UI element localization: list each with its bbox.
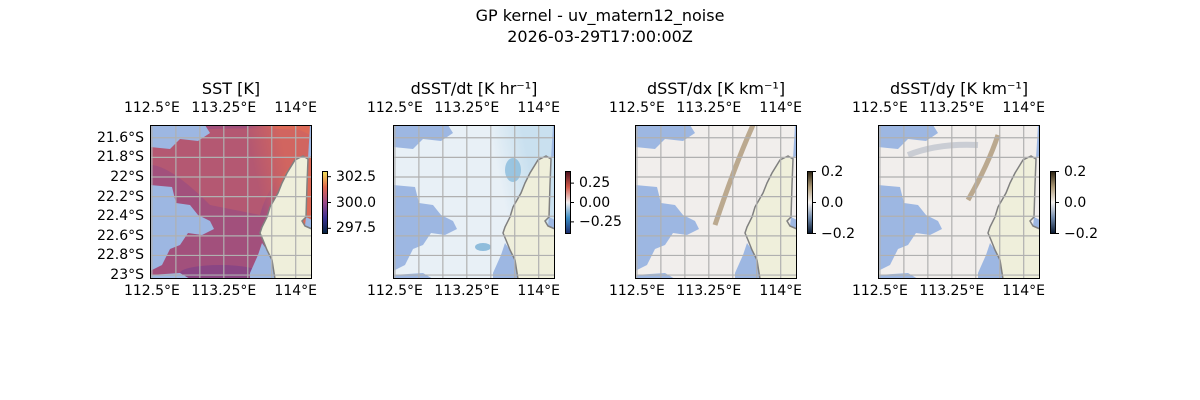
missing-data-region [735,243,760,279]
lon-tick-label-top: 113.25°E [919,100,985,116]
colorbar-tick-label: 0.0 [1064,194,1087,211]
lon-tick-label-top: 112.5°E [366,100,423,116]
map-panel [150,125,312,279]
missing-data-region [150,125,210,149]
lon-tick-label-bottom: 112.5°E [123,283,180,299]
panel-title: SST [K] [201,79,261,98]
map-frame [150,125,312,279]
colorbar-tick-label: 300.0 [336,194,377,211]
colorbar-tick-label: 0.25 [579,175,611,192]
map-panel [393,125,555,279]
land-coastline [259,155,312,279]
land-coastline [987,155,1040,279]
tendency-feature [505,158,521,182]
colorbar [322,171,331,234]
lon-tick-label-top: 114°E [759,100,802,116]
lon-tick-label-bottom: 114°E [1002,283,1045,299]
lat-tick-label: 21.6°S [96,129,144,146]
lon-tick-label-bottom: 112.5°E [608,283,665,299]
colorbar-tick-label: −0.2 [1064,225,1098,242]
warm-region [150,128,310,215]
gradient-feature [906,141,979,158]
lon-tick-label-bottom: 114°E [759,283,802,299]
lon-tick-label-top: 114°E [274,100,317,116]
lon-tick-label-bottom: 112.5°E [851,283,908,299]
lat-tick-label: 22°S [110,168,144,185]
lon-tick-label-top: 113.25°E [676,100,742,116]
lon-tick-label-bottom: 113.25°E [191,283,257,299]
colorbar-gradient [807,171,813,234]
lon-tick-label-bottom: 114°E [517,283,560,299]
missing-data-region [978,243,1003,279]
lat-tick-label: 22.6°S [96,227,144,244]
missing-data-region [493,243,518,279]
land-coastline [502,155,555,279]
colorbar [807,171,816,234]
map-panel [635,125,797,279]
figure-title: GP kernel - uv_matern12_noise [475,6,725,25]
colorbar-gradient [322,171,328,234]
lon-tick-label-bottom: 113.25°E [434,283,500,299]
colorbar-tick-label: 302.5 [336,168,377,185]
land-coastline [744,155,797,279]
lon-tick-label-bottom: 113.25°E [676,283,742,299]
colorbar [565,171,574,234]
lon-tick-label-bottom: 113.25°E [919,283,985,299]
colorbar-tick-label: 0.00 [579,194,611,211]
front-gradient [712,125,756,226]
missing-data-region [878,185,942,271]
panel-title: dSST/dt [K hr⁻¹] [410,79,538,98]
lon-tick-label-bottom: 114°E [274,283,317,299]
panel-title: dSST/dy [K km⁻¹] [889,79,1029,98]
missing-data-region [250,243,275,279]
colorbar-gradient [565,171,571,234]
colorbar [1050,171,1059,234]
lon-tick-label-top: 113.25°E [434,100,500,116]
lat-tick-label: 22.4°S [96,208,144,225]
lon-tick-label-top: 114°E [1002,100,1045,116]
missing-data-region [150,185,214,271]
colorbar-tick-label: 0.2 [821,163,844,180]
lat-tick-label: 21.8°S [96,149,144,166]
map-panel [878,125,1040,279]
missing-data-region [878,125,938,149]
map-frame [393,125,555,279]
colorbar-tick-label: 0.0 [821,194,844,211]
panel-title: dSST/dx [K km⁻¹] [646,79,786,98]
missing-data-region [635,185,699,271]
lat-tick-label: 23°S [110,267,144,284]
lon-tick-label-top: 113.25°E [191,100,257,116]
tendency-feature [475,243,491,251]
lon-tick-label-top: 112.5°E [123,100,180,116]
colorbar-tick-label: 0.2 [1064,163,1087,180]
front-gradient [965,134,1001,202]
lat-tick-label: 22.8°S [96,247,144,264]
colorbar-tick-label: −0.25 [579,213,622,230]
missing-data-region [635,125,695,149]
lon-tick-label-top: 112.5°E [608,100,665,116]
lon-tick-label-top: 112.5°E [851,100,908,116]
colorbar-tick-label: 297.5 [336,220,377,237]
colorbar-gradient [1050,171,1056,234]
lat-tick-label: 22.2°S [96,188,144,205]
map-frame [878,125,1040,279]
missing-data-region [393,125,453,149]
map-frame [635,125,797,279]
colorbar-tick-label: −0.2 [821,225,855,242]
lon-tick-label-bottom: 112.5°E [366,283,423,299]
missing-data-region [393,185,457,271]
figure-timestamp: 2026-03-29T17:00:00Z [507,27,693,46]
lon-tick-label-top: 114°E [517,100,560,116]
